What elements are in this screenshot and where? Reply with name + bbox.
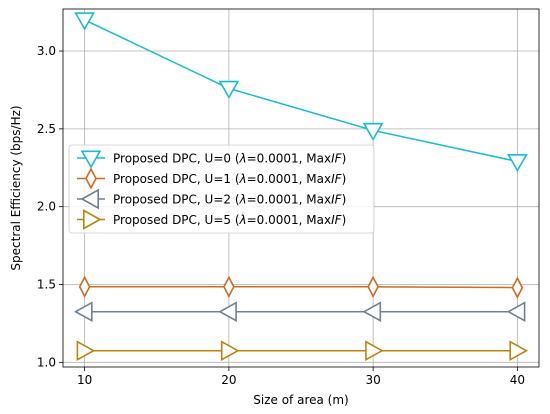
x-tick-label: 30 xyxy=(365,373,380,387)
legend-marker xyxy=(85,167,97,190)
plot-area-frame xyxy=(62,8,540,368)
y-tick-label: 2.5 xyxy=(37,122,56,136)
data-point-marker xyxy=(220,340,240,362)
series-0 xyxy=(74,12,528,173)
data-point-marker xyxy=(511,276,524,299)
data-point-marker xyxy=(507,154,528,173)
legend-label: Proposed DPC, U=1 (λ=0.0001, MaxIF) xyxy=(113,172,346,186)
y-tick-label: 1.0 xyxy=(37,355,56,369)
legend-label: Proposed DPC, U=2 (λ=0.0001, MaxIF) xyxy=(113,193,346,207)
data-point-marker xyxy=(362,301,382,323)
legend-label: Proposed DPC, U=5 (λ=0.0001, MaxIF) xyxy=(113,213,346,227)
x-tick-label: 40 xyxy=(510,373,525,387)
y-axis-label: Spectral Efficiency (bps/Hz) xyxy=(9,105,23,270)
legend: Proposed DPC, U=0 (λ=0.0001, MaxIF) Propo… xyxy=(68,144,375,234)
legend-marker xyxy=(80,188,99,210)
x-tick-label: 20 xyxy=(221,373,236,387)
x-tick-label: 10 xyxy=(77,373,92,387)
series-line xyxy=(84,286,518,289)
legend-label: Proposed DPC, U=0 (λ=0.0001, MaxIF) xyxy=(113,152,346,166)
series-2 xyxy=(73,301,526,323)
y-tick-label: 2.0 xyxy=(37,200,56,214)
data-point-marker xyxy=(73,301,93,323)
x-axis-label: Size of area (m) xyxy=(253,393,348,407)
data-point-marker xyxy=(218,80,240,100)
series-3 xyxy=(76,340,529,362)
legend-marker xyxy=(80,150,102,169)
legend-marker xyxy=(83,209,102,230)
y-tick-label: 3.0 xyxy=(37,44,56,58)
legend-box xyxy=(68,144,375,234)
data-point-marker xyxy=(365,340,384,362)
data-point-marker xyxy=(506,301,526,323)
y-tick-label: 1.5 xyxy=(37,278,56,292)
data-point-marker xyxy=(222,275,235,299)
data-point-marker xyxy=(509,340,529,362)
data-point-marker xyxy=(367,275,380,299)
x-axis-ticks: 10 20 30 40 xyxy=(77,367,525,387)
data-point-marker xyxy=(78,275,91,299)
data-point-marker xyxy=(362,122,384,142)
series-group xyxy=(73,12,529,362)
data-point-marker xyxy=(218,301,237,323)
data-point-marker xyxy=(76,340,96,362)
series-line xyxy=(84,19,518,163)
series-1 xyxy=(78,275,524,299)
data-point-marker xyxy=(74,12,95,31)
y-axis-ticks: 1.0 1.5 2.0 2.5 3.0 xyxy=(37,44,63,369)
